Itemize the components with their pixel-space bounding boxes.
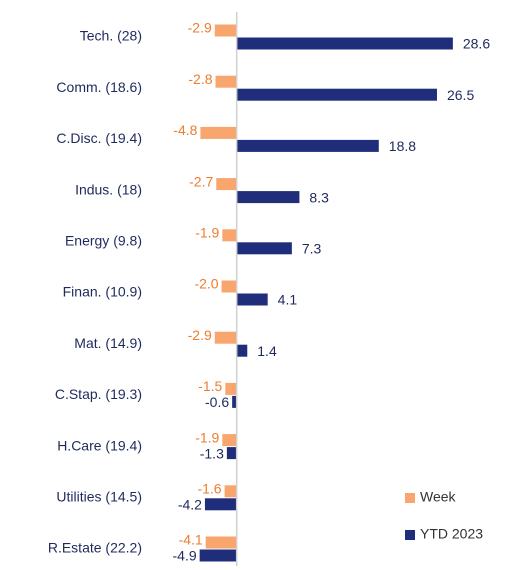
- legend-swatch: [405, 493, 415, 503]
- category-label: Utilities (14.5): [56, 489, 142, 505]
- value-label: 7.3: [302, 241, 322, 257]
- value-label: -4.9: [173, 548, 197, 564]
- category-label: R.Estate (22.2): [48, 540, 142, 556]
- category-label: Tech. (28): [80, 28, 142, 44]
- category-label: Indus. (18): [75, 181, 142, 197]
- value-label: -1.9: [195, 429, 219, 445]
- bar: [236, 242, 292, 255]
- bar: [226, 447, 237, 460]
- category-label: H.Care (19.4): [57, 437, 142, 453]
- value-label: 8.3: [309, 189, 329, 205]
- value-label: -2.9: [188, 327, 212, 343]
- category-label: C.Stap. (19.3): [55, 386, 142, 402]
- category-label: Energy (9.8): [65, 233, 142, 249]
- bar: [204, 498, 237, 511]
- value-label: -4.2: [178, 497, 202, 513]
- value-label: 28.6: [463, 36, 490, 52]
- value-label: 4.1: [278, 292, 298, 308]
- bar: [205, 536, 237, 549]
- bar: [236, 344, 248, 357]
- value-label: -0.6: [205, 394, 229, 410]
- legend-label: YTD 2023: [420, 526, 483, 542]
- bar: [216, 178, 237, 191]
- bar: [200, 126, 237, 139]
- bar: [236, 37, 453, 50]
- bar: [215, 75, 237, 88]
- bar: [225, 382, 237, 395]
- value-label: -1.6: [197, 481, 221, 497]
- bar: [222, 229, 237, 242]
- bar: [199, 549, 237, 562]
- category-label: Finan. (10.9): [63, 284, 142, 300]
- bar: [214, 24, 237, 37]
- value-label: -2.7: [189, 173, 213, 189]
- value-label: -1.3: [200, 445, 224, 461]
- value-label: 26.5: [447, 87, 474, 103]
- legend-label: Week: [420, 489, 457, 505]
- bar: [236, 88, 437, 101]
- category-label: Comm. (18.6): [56, 79, 142, 95]
- value-label: -4.1: [179, 532, 203, 548]
- value-label: -2.8: [188, 71, 212, 87]
- bar: [214, 331, 237, 344]
- value-label: -1.9: [195, 225, 219, 241]
- category-label: C.Disc. (19.4): [56, 130, 142, 146]
- value-label: -1.5: [198, 378, 222, 394]
- value-label: -2.0: [194, 276, 218, 292]
- bar: [236, 293, 268, 306]
- bar: [221, 280, 237, 293]
- bar: [222, 434, 237, 447]
- bar: [236, 139, 379, 152]
- bar: [236, 191, 300, 204]
- category-label: Mat. (14.9): [74, 335, 142, 351]
- bar: [224, 485, 237, 498]
- bar: [232, 395, 237, 408]
- value-label: -2.9: [188, 20, 212, 36]
- value-label: 1.4: [257, 343, 277, 359]
- value-label: 18.8: [389, 138, 416, 154]
- legend-swatch: [405, 530, 415, 540]
- value-label: -4.8: [173, 122, 197, 138]
